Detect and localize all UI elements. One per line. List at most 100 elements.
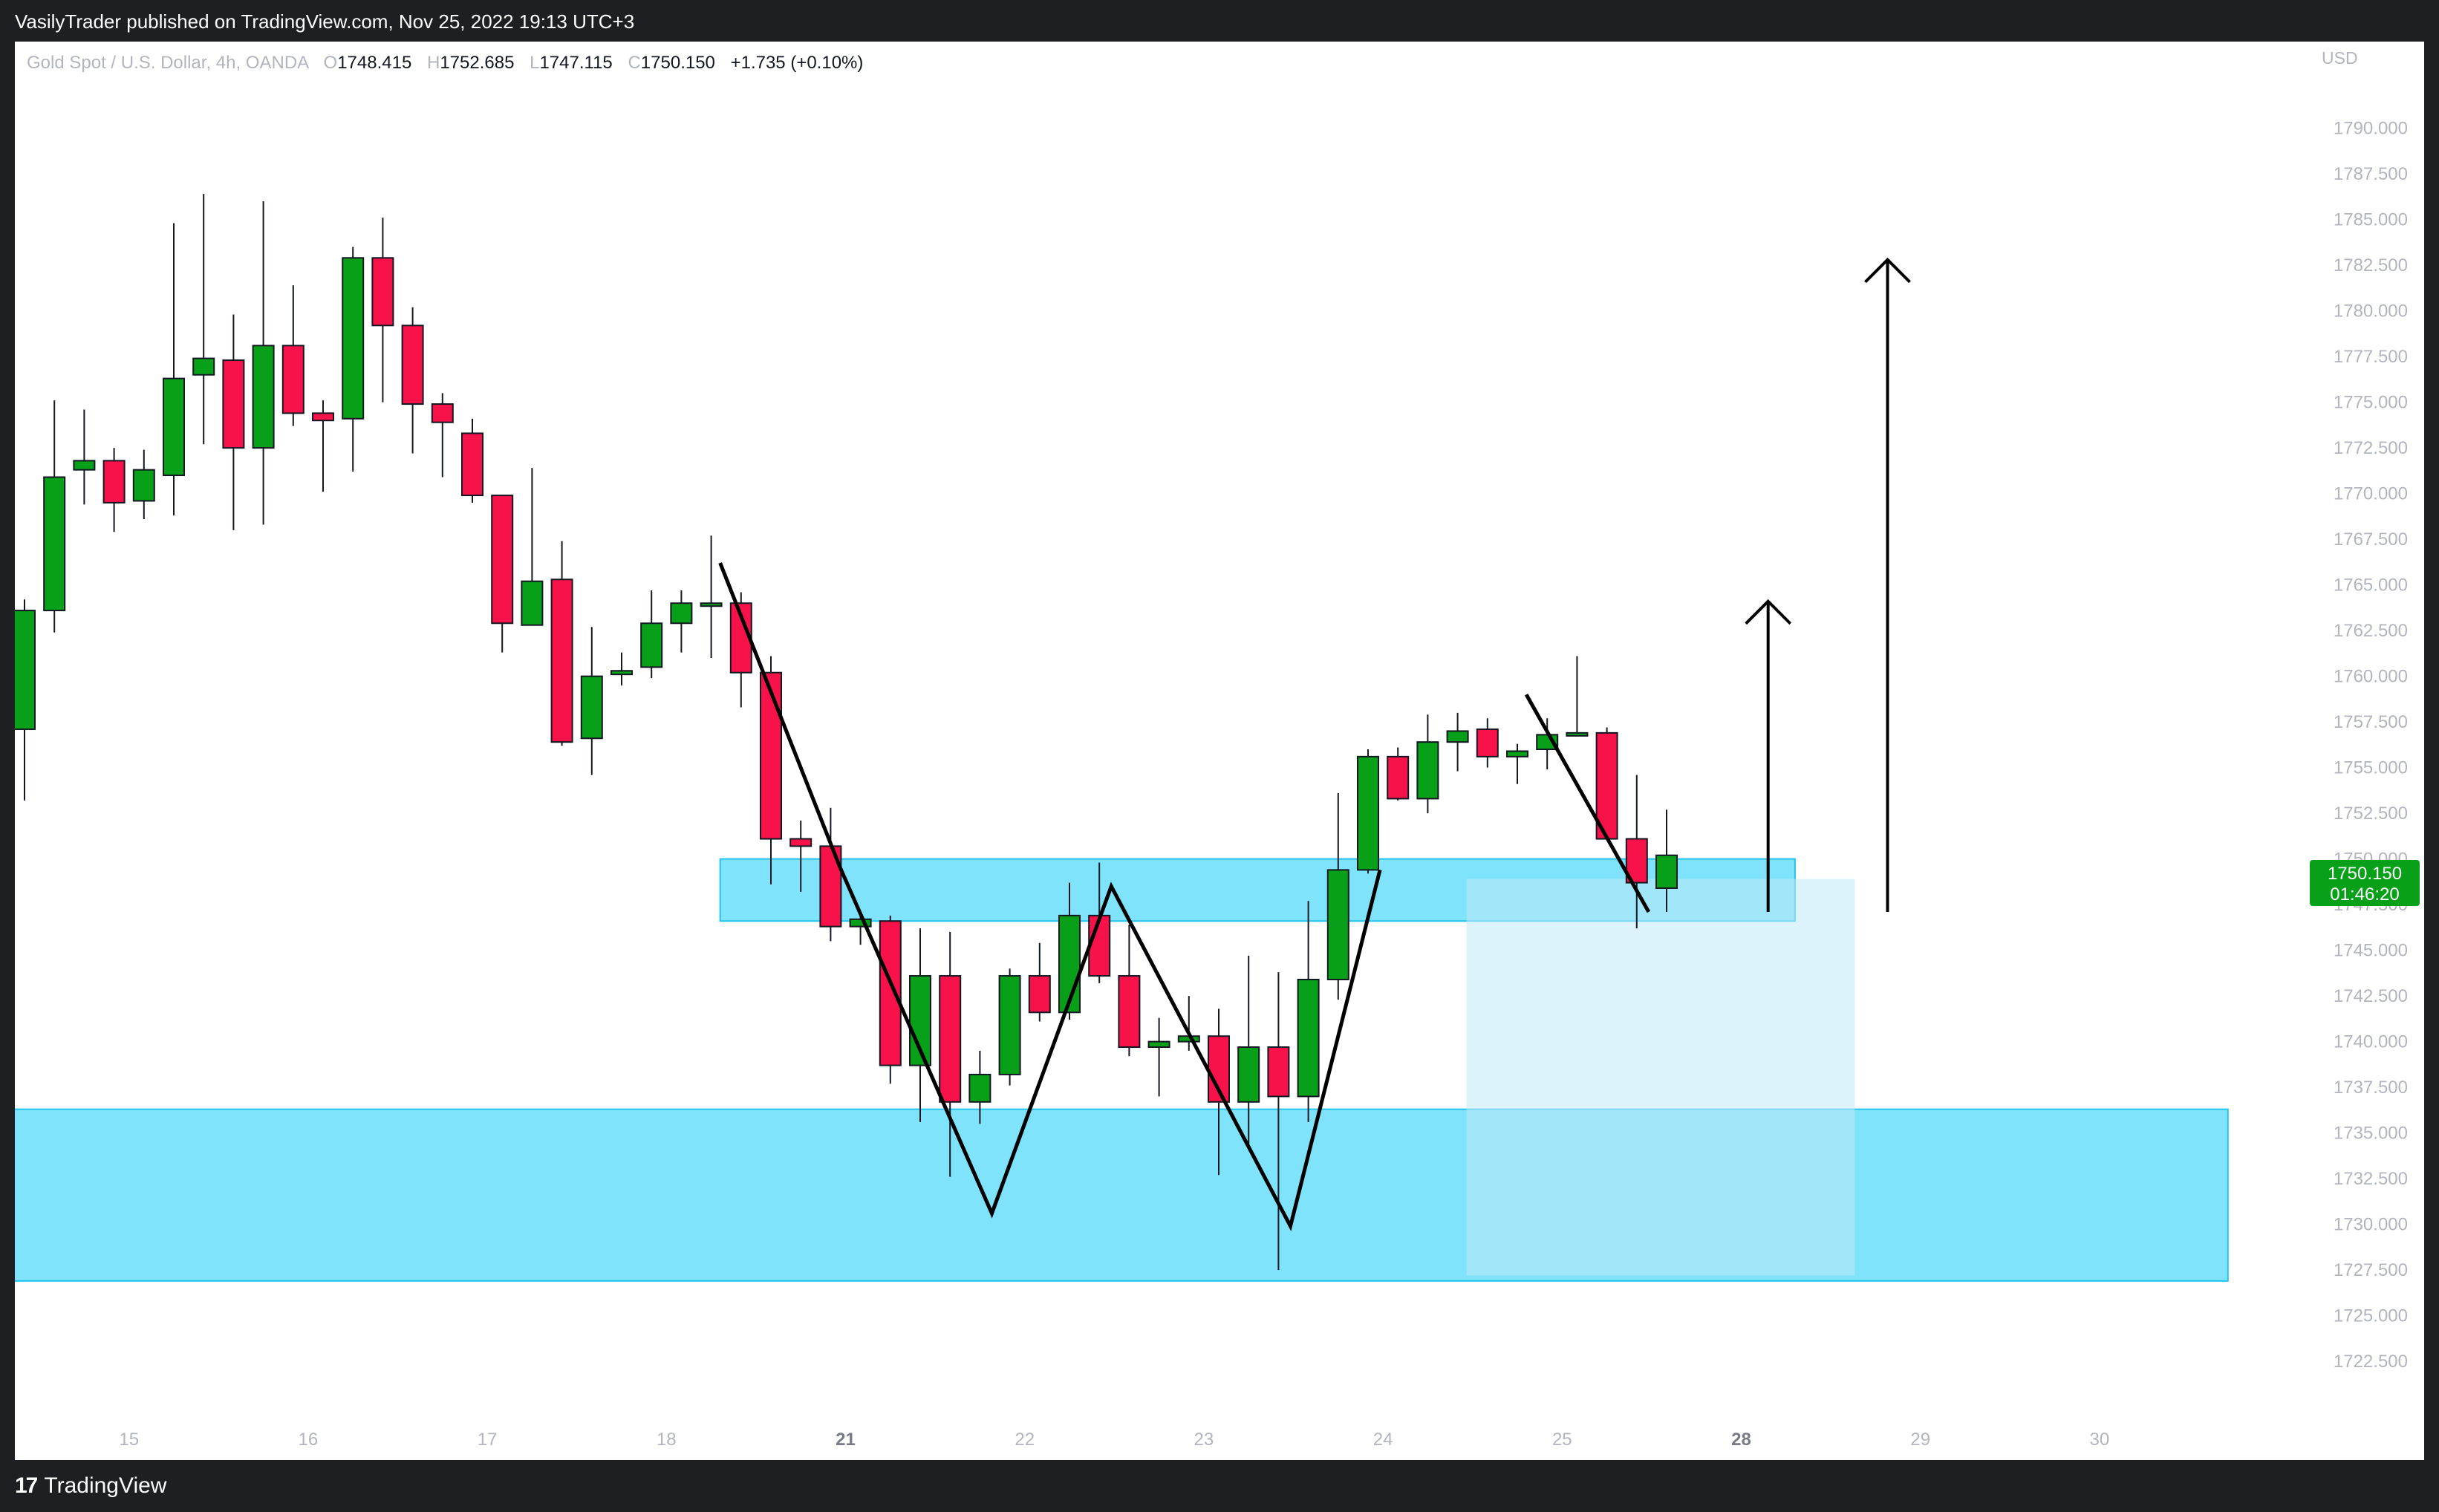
candle bbox=[610, 652, 633, 685]
price-tick-label: 1727.500 bbox=[2334, 1260, 2408, 1280]
candle-body-down bbox=[461, 432, 483, 497]
candle-body-up bbox=[163, 377, 185, 477]
candle-body-up bbox=[1506, 750, 1528, 757]
candle-body-down bbox=[939, 975, 962, 1103]
time-tick-label: 25 bbox=[1552, 1430, 1572, 1450]
candle-body-down bbox=[281, 345, 305, 414]
arrow-head bbox=[1745, 599, 1792, 625]
time-tick-label: 29 bbox=[1910, 1430, 1930, 1450]
candle bbox=[1595, 727, 1618, 840]
price-tick-label: 1732.500 bbox=[2334, 1169, 2408, 1189]
candlestick-chart[interactable]: 1790.000 1787.500 1785.000 1782.500 1780.000… bbox=[5, 42, 2424, 1460]
candle bbox=[1237, 956, 1260, 1148]
candle bbox=[580, 627, 603, 775]
time-tick-label: 23 bbox=[1194, 1430, 1214, 1450]
legend-low-label: L bbox=[530, 53, 539, 73]
candle-body-up bbox=[252, 345, 275, 449]
candle bbox=[909, 928, 931, 1122]
candle bbox=[132, 449, 155, 520]
candle bbox=[760, 656, 782, 885]
candle bbox=[252, 201, 275, 525]
arrow-head bbox=[1864, 257, 1911, 284]
legend: Gold Spot / U.S. Dollar, 4h, OANDA O1748… bbox=[27, 53, 863, 73]
target-arrow bbox=[1864, 257, 1911, 912]
candle-body-up bbox=[1416, 741, 1439, 800]
legend-high-value: 1752.685 bbox=[440, 53, 514, 73]
candle bbox=[640, 590, 663, 679]
time-tick-label: 28 bbox=[1731, 1430, 1751, 1450]
candle bbox=[192, 194, 215, 445]
legend-change: +1.735 (+0.10%) bbox=[731, 53, 864, 73]
pattern-line bbox=[1524, 693, 1651, 913]
projection-box bbox=[1466, 879, 1855, 1276]
price-tick-label: 1790.000 bbox=[2334, 119, 2408, 139]
candle bbox=[13, 599, 36, 801]
candle bbox=[1506, 743, 1528, 784]
candle-body-up bbox=[1357, 755, 1379, 871]
legend-open-value: 1748.415 bbox=[337, 53, 411, 73]
candle-body-up bbox=[1446, 730, 1469, 743]
candle bbox=[521, 468, 544, 626]
candle-body-up bbox=[192, 357, 215, 376]
candle bbox=[729, 592, 752, 708]
price-tick-label: 1785.000 bbox=[2334, 210, 2408, 230]
time-tick-label: 24 bbox=[1373, 1430, 1393, 1450]
price-tick-label: 1775.000 bbox=[2334, 393, 2408, 413]
candle bbox=[1416, 714, 1439, 814]
candle-body-up bbox=[1147, 1040, 1170, 1048]
price-tick-label: 1725.000 bbox=[2334, 1306, 2408, 1326]
last-price-tag: 1750.150 01:46:20 bbox=[2310, 860, 2420, 906]
candle bbox=[281, 285, 305, 426]
price-tick-label: 1740.000 bbox=[2334, 1032, 2408, 1052]
price-tick-label: 1760.000 bbox=[2334, 667, 2408, 687]
legend-high-label: H bbox=[427, 53, 440, 73]
price-tick-label: 1772.500 bbox=[2334, 438, 2408, 458]
candle-body-down bbox=[1118, 975, 1141, 1049]
candle-body-down bbox=[1476, 728, 1499, 757]
candle-body-up bbox=[610, 670, 633, 676]
currency-label: USD bbox=[2322, 48, 2358, 68]
candle bbox=[1118, 925, 1141, 1057]
last-price: 1750.150 bbox=[2328, 864, 2402, 884]
candle bbox=[222, 314, 245, 530]
time-tick-label: 21 bbox=[836, 1430, 856, 1450]
time-tick-label: 18 bbox=[657, 1430, 677, 1450]
tradingview-logo[interactable]: 17 TradingView bbox=[15, 1473, 166, 1499]
candle-body-up bbox=[1326, 869, 1349, 980]
candle-body-up bbox=[521, 580, 544, 626]
price-tick-label: 1782.500 bbox=[2334, 255, 2408, 276]
candle-body-down bbox=[1088, 914, 1111, 977]
candle-body-down bbox=[879, 920, 902, 1066]
candle-body-up bbox=[1297, 978, 1320, 1098]
tradingview-brand: TradingView bbox=[44, 1473, 167, 1498]
candle-body-up bbox=[849, 918, 872, 928]
candle bbox=[939, 932, 962, 1177]
candle-body-up bbox=[1566, 731, 1589, 737]
candle bbox=[1357, 749, 1379, 874]
candle bbox=[1088, 862, 1111, 983]
candle bbox=[431, 393, 454, 478]
candle bbox=[1446, 712, 1469, 772]
candle bbox=[102, 448, 126, 532]
tradingview-logo-icon: 17 bbox=[15, 1473, 38, 1498]
legend-symbol: Gold Spot / U.S. Dollar, 4h, OANDA bbox=[27, 53, 309, 73]
legend-open-label: O bbox=[324, 53, 338, 73]
candle bbox=[43, 400, 66, 633]
candle-body-up bbox=[998, 975, 1021, 1075]
candle-body-up bbox=[13, 610, 36, 730]
price-tick-label: 1777.500 bbox=[2334, 347, 2408, 367]
price-tick-label: 1770.000 bbox=[2334, 484, 2408, 504]
target-arrow bbox=[1745, 599, 1792, 912]
axis-layer: 1790.000 1787.500 1785.000 1782.500 1780.000… bbox=[119, 119, 2408, 1450]
candle bbox=[401, 307, 424, 454]
time-tick-label: 15 bbox=[119, 1430, 139, 1450]
chart-area[interactable]: 1790.000 1787.500 1785.000 1782.500 1780.000… bbox=[5, 42, 2424, 1460]
candle bbox=[1387, 747, 1410, 801]
candle-body-down bbox=[491, 495, 514, 625]
candle bbox=[1476, 718, 1499, 768]
candle bbox=[670, 590, 693, 653]
publish-info: VasilyTrader published on TradingView.co… bbox=[15, 10, 635, 33]
legend-close-value: 1750.150 bbox=[641, 53, 715, 73]
price-tick-label: 1730.000 bbox=[2334, 1215, 2408, 1235]
price-tick-label: 1787.500 bbox=[2334, 164, 2408, 184]
